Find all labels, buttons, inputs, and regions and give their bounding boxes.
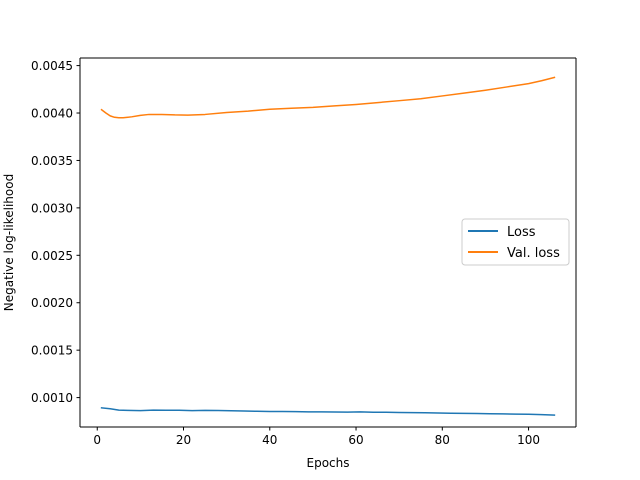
x-tick-label: 40 (262, 433, 277, 447)
y-tick-label: 0.0010 (31, 391, 73, 405)
x-tick-label: 60 (348, 433, 363, 447)
y-tick-label: 0.0030 (31, 201, 73, 215)
y-tick-label: 0.0025 (31, 249, 73, 263)
y-axis-label: Negative log-likelihood (2, 174, 16, 311)
series-line-val-loss (100, 76, 556, 119)
legend-label-loss: Loss (507, 225, 536, 240)
x-axis-ticks: 0 20 40 60 80 100 (93, 427, 540, 447)
legend: Loss Val. loss (461, 218, 570, 266)
y-tick-label: 0.0040 (31, 107, 73, 121)
x-axis-label: Epochs (307, 456, 350, 470)
y-tick-label: 0.0045 (31, 59, 73, 73)
x-tick-label: 20 (176, 433, 191, 447)
x-tick-label: 0 (93, 433, 101, 447)
legend-label-val-loss: Val. loss (507, 246, 560, 261)
series-layer (100, 76, 556, 416)
y-tick-label: 0.0020 (31, 296, 73, 310)
axes-frame (79, 57, 577, 428)
y-axis-ticks: 0.0010 0.0015 0.0020 0.0025 0.0030 0.0035 0.00… (31, 59, 80, 405)
y-tick-label: 0.0035 (31, 154, 73, 168)
x-tick-label: 100 (517, 433, 540, 447)
y-tick-label: 0.0015 (31, 344, 73, 358)
series-line-loss (100, 407, 556, 416)
x-tick-label: 80 (435, 433, 450, 447)
